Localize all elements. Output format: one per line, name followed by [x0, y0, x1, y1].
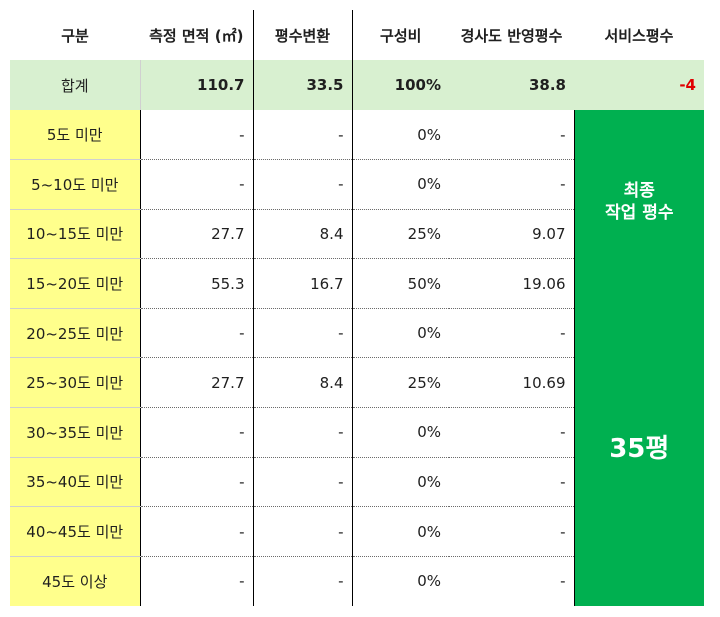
area-cell: -	[140, 159, 254, 210]
ratio-cell: 0%	[352, 308, 449, 359]
header-ratio: 구성비	[352, 10, 449, 60]
total-pyeong: 33.5	[253, 60, 353, 110]
table-row: 15~20도 미만 55.3 16.7 50% 19.06	[10, 258, 704, 309]
ratio-cell: 0%	[352, 506, 449, 557]
slope-pyeong-cell: -	[449, 407, 575, 458]
total-row: 합계 110.7 33.5 100% 38.8 -4	[10, 60, 704, 110]
pyeong-cell: -	[253, 457, 353, 508]
slope-pyeong-cell: 10.69	[449, 357, 575, 409]
pyeong-cell: -	[253, 308, 353, 359]
slope-range-label: 30~35도 미만	[10, 407, 141, 458]
total-slope-pyeong: 38.8	[449, 60, 574, 110]
final-pyeong-block: 최종 작업 평수 35평	[575, 110, 705, 606]
area-cell: 55.3	[140, 258, 254, 309]
table-row: 45도 이상 - - 0% -	[10, 556, 704, 606]
final-pyeong-value: 35평	[609, 434, 670, 464]
ratio-cell: 0%	[352, 159, 449, 210]
slope-pyeong-cell: -	[449, 506, 575, 557]
slope-range-label: 5도 미만	[10, 110, 141, 161]
area-cell: -	[140, 556, 254, 606]
ratio-cell: 0%	[352, 407, 449, 458]
ratio-cell: 0%	[352, 457, 449, 508]
final-label-line2: 작업 평수	[605, 203, 674, 223]
slope-pyeong-cell: -	[449, 457, 575, 508]
area-cell: 27.7	[140, 357, 254, 409]
ratio-cell: 25%	[352, 209, 449, 260]
header-service-pyeong: 서비스평수	[574, 10, 704, 60]
area-cell: 27.7	[140, 209, 254, 260]
header-pyeong: 평수변환	[253, 10, 353, 60]
total-label: 합계	[10, 60, 141, 110]
table-row: 5~10도 미만 - - 0% -	[10, 159, 704, 210]
slope-pyeong-cell: -	[449, 159, 575, 210]
slope-range-label: 35~40도 미만	[10, 457, 141, 508]
ratio-cell: 0%	[417, 572, 441, 591]
pyeong-cell: 16.7	[253, 258, 353, 309]
slope-range-label: 5~10도 미만	[10, 159, 141, 210]
ratio-cell: 25%	[352, 357, 449, 409]
slope-range-label: 25~30도 미만	[10, 357, 141, 409]
table-row: 35~40도 미만 - - 0% -	[10, 457, 704, 508]
table-row: 40~45도 미만 - - 0% -	[10, 506, 704, 557]
area-cell: -	[140, 506, 254, 557]
table-row: 25~30도 미만 27.7 8.4 25% 10.69	[10, 357, 704, 409]
header-area: 측정 면적 (㎡)	[140, 10, 254, 60]
slope-range-label: 10~15도 미만	[10, 209, 141, 260]
slope-range-label: 40~45도 미만	[10, 506, 141, 557]
pyeong-cell: -	[253, 556, 353, 606]
pyeong-cell: -	[253, 407, 353, 458]
pyeong-cell: 8.4	[253, 357, 353, 409]
total-service-pyeong: -4	[574, 60, 704, 110]
table-row: 30~35도 미만 - - 0% -	[10, 407, 704, 458]
slope-pyeong-cell: 19.06	[449, 258, 575, 309]
table-row: 5도 미만 - - 0% - 최종 작업 평수 35평	[10, 110, 704, 606]
ratio-cell: 50%	[352, 258, 449, 309]
slope-pyeong-cell: 9.07	[449, 209, 575, 260]
final-label-line1: 최종	[623, 181, 655, 201]
slope-pyeong-cell: -	[449, 308, 575, 359]
header-slope-pyeong: 경사도 반영평수	[449, 10, 574, 60]
slope-range-label: 45도 이상	[10, 556, 141, 606]
final-pyeong-cell: 최종 작업 평수 35평	[574, 110, 704, 606]
header-category: 구분	[10, 10, 140, 60]
pyeong-cell: -	[253, 110, 353, 161]
table-row: 20~25도 미만 - - 0% -	[10, 308, 704, 359]
slope-area-table: 구분 측정 면적 (㎡) 평수변환 구성비 경사도 반영평수 서비스평수 합계 …	[10, 10, 704, 606]
total-area: 110.7	[140, 60, 254, 110]
header-row: 구분 측정 면적 (㎡) 평수변환 구성비 경사도 반영평수 서비스평수	[10, 10, 704, 60]
area-cell: -	[140, 407, 254, 458]
pyeong-cell: -	[253, 159, 353, 210]
slope-range-label: 20~25도 미만	[10, 308, 141, 359]
final-pyeong-label: 최종 작업 평수	[575, 180, 705, 224]
slope-pyeong-cell: -	[449, 556, 575, 606]
area-cell: -	[140, 110, 254, 161]
table-row: 10~15도 미만 27.7 8.4 25% 9.07	[10, 209, 704, 260]
ratio-cell: 0%	[352, 110, 449, 161]
pyeong-cell: 8.4	[253, 209, 353, 260]
area-cell: -	[140, 457, 254, 508]
total-ratio: 100%	[352, 60, 449, 110]
slope-pyeong-cell: -	[449, 110, 575, 161]
area-cell: -	[140, 308, 254, 359]
pyeong-cell: -	[253, 506, 353, 557]
slope-range-label: 15~20도 미만	[10, 258, 141, 309]
